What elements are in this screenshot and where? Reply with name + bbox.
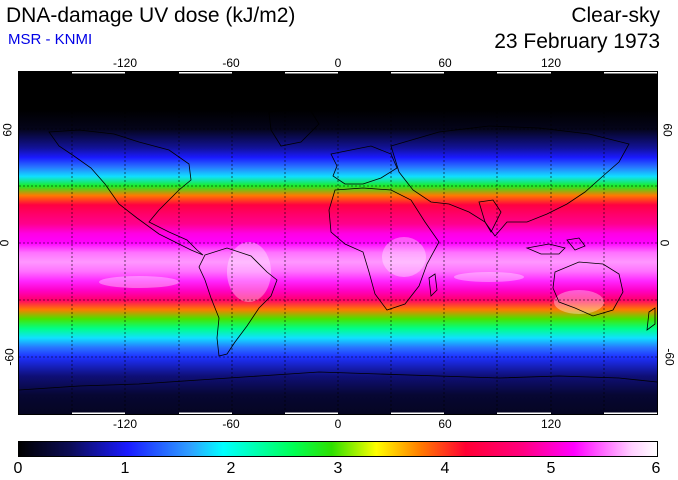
colorbar-label: 3 — [333, 460, 343, 477]
lon-tick-bottom: 60 — [438, 417, 452, 431]
lon-tick-top: 120 — [540, 56, 562, 70]
lat-tick-left: 60 — [0, 123, 15, 137]
lon-tick-bottom: -120 — [112, 417, 138, 431]
uv-dose-map — [18, 71, 658, 415]
lat-tick-right: 60 — [660, 123, 675, 137]
graticule — [19, 72, 657, 414]
date-label: 23 February 1973 — [494, 30, 660, 53]
lon-tick-top: 60 — [438, 56, 452, 70]
sky-condition-label: Clear-sky — [571, 4, 660, 27]
ocean-land-texture — [99, 237, 604, 314]
lat-tick-right: 0 — [657, 239, 672, 247]
colorbar-label: 1 — [120, 460, 130, 477]
coastlines — [19, 107, 657, 391]
lat-tick-right: -60 — [662, 348, 677, 366]
map-title: DNA-damage UV dose (kJ/m2) — [6, 4, 296, 27]
lon-tick-top: 0 — [334, 56, 342, 70]
lon-tick-top: -60 — [222, 56, 240, 70]
lon-tick-bottom: 0 — [334, 417, 342, 431]
lat-tick-left: 0 — [0, 240, 11, 247]
colorbar-label: 6 — [651, 460, 661, 477]
source-label: MSR - KNMI — [8, 31, 93, 48]
colorbar-label: 0 — [13, 460, 23, 477]
lon-tick-bottom: -60 — [222, 417, 240, 431]
colorbar-label: 2 — [226, 460, 236, 477]
lon-tick-bottom: 120 — [540, 417, 562, 431]
colorbar-label: 5 — [546, 460, 556, 477]
dose-field — [19, 72, 657, 414]
lon-tick-top: -120 — [112, 56, 138, 70]
colorbar-label: 4 — [440, 460, 450, 477]
color-scale-bar — [18, 441, 658, 457]
lat-tick-left: -60 — [2, 348, 17, 366]
